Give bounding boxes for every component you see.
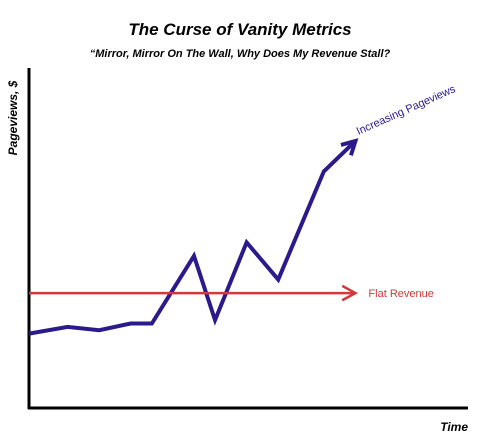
- increasing-pageviews-line: [28, 139, 357, 336]
- increasing-pageviews-label: Increasing Pageviews: [355, 83, 458, 138]
- flat-revenue-label: Flat Revenue: [368, 288, 433, 300]
- series-layer: Increasing Pageviews Flat Revenue: [28, 83, 458, 336]
- chart-subtitle: “Mirror, Mirror On The Wall, Why Does My…: [90, 48, 391, 60]
- chart-title: The Curse of Vanity Metrics: [128, 20, 351, 39]
- x-axis-label: Time: [440, 420, 468, 434]
- increasing-pageviews-arrowhead: [340, 138, 359, 156]
- y-axis-label: Pageviews, $: [6, 80, 20, 155]
- flat-revenue-arrowhead: [341, 284, 359, 302]
